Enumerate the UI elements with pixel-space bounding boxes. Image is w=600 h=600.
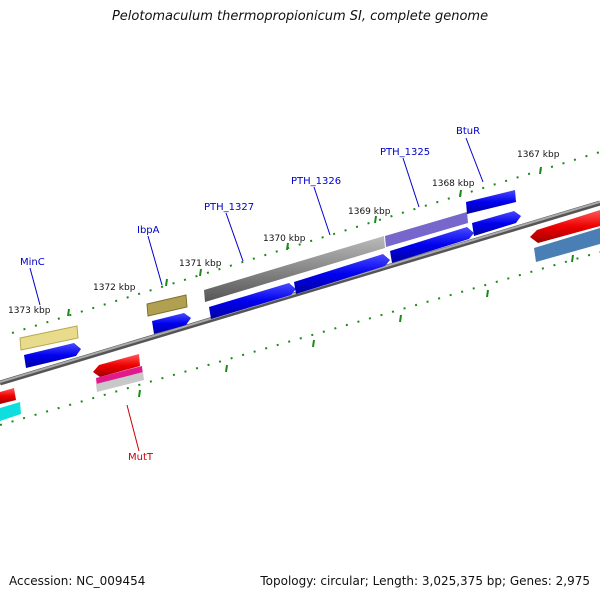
gene-label-pth-1327[interactable]: PTH_1327 [204, 202, 254, 213]
cds-forward-5[interactable] [390, 227, 474, 263]
feature-pth-1327[interactable] [204, 236, 385, 302]
scale-ruler-bottom [0, 251, 600, 426]
gene-label-minc[interactable]: MinC [20, 257, 45, 268]
cds-forward-6[interactable] [472, 211, 521, 236]
feature-pth-1325[interactable] [385, 212, 468, 247]
cds-reverse-right[interactable] [530, 210, 600, 262]
scale-label: 1373 kbp [8, 306, 51, 316]
topology-info: Topology: circular; Length: 3,025,375 bp… [260, 574, 590, 588]
map-title: Pelotomaculum thermopropionicum SI, comp… [111, 9, 489, 24]
gene-label-pth-1326[interactable]: PTH_1326 [291, 176, 341, 187]
accession-text: Accession: NC_009454 [9, 574, 146, 588]
feature-btur[interactable] [466, 190, 516, 214]
cds-forward-1[interactable] [24, 343, 81, 368]
scale-label: 1369 kbp [348, 207, 391, 217]
gene-label-pth-1325[interactable]: PTH_1325 [380, 147, 430, 158]
gene-label-leaders [29, 137, 484, 452]
feature-ibpa[interactable] [146, 294, 188, 317]
scale-label: 1367 kbp [517, 150, 560, 160]
gene-label-btur[interactable]: BtuR [456, 126, 480, 137]
cds-forward-3[interactable] [209, 283, 296, 319]
cds-forward-4[interactable] [294, 254, 390, 294]
scale-label: 1371 kbp [179, 259, 222, 269]
cds-reverse-mutt[interactable] [93, 354, 144, 392]
scale-label: 1372 kbp [93, 283, 136, 293]
gene-labels: MinC IbpA PTH_1327 PTH_1326 PTH_1325 Btu… [20, 126, 480, 463]
cds-forward-2[interactable] [152, 313, 191, 334]
cds-reverse-left[interactable] [0, 388, 21, 421]
gene-label-ibpa[interactable]: IbpA [137, 225, 160, 236]
scale-label: 1368 kbp [432, 179, 475, 189]
scale-minor-ticks-bottom [138, 254, 574, 398]
feature-minc[interactable] [19, 325, 79, 351]
scale-major-ticks [67, 166, 542, 317]
gene-label-mutt[interactable]: MutT [128, 452, 154, 463]
scale-label: 1370 kbp [263, 234, 306, 244]
scale-labels: 1373 kbp 1372 kbp 1371 kbp 1370 kbp 1369… [8, 150, 560, 316]
